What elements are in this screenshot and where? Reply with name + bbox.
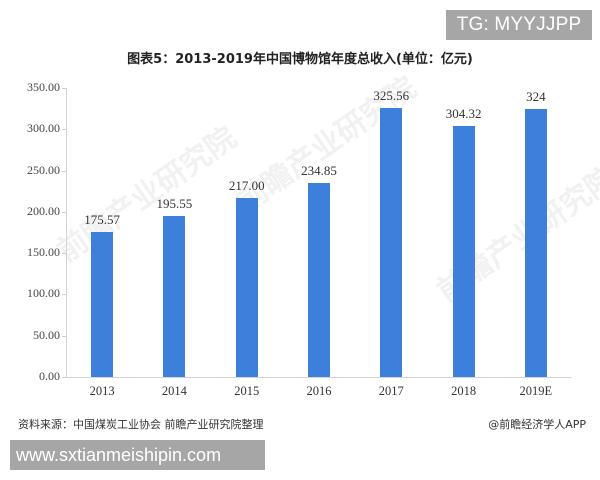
tg-watermark-badge: TG: MYYJJPP [446,10,592,40]
y-tick-mark [62,170,66,172]
bar-chart: 前瞻产业研究院 前瞻产业研究院 前瞻产业研究院 0.00 50.00 100.00 1… [27,70,600,398]
y-tick-mark [62,335,66,337]
x-tick-label: 2014 [161,384,187,398]
bar-value-label: 195.55 [156,195,193,211]
y-tick-mark [62,88,66,89]
bar-value-label: 234.85 [301,163,337,179]
bar-value-label: 175.57 [84,212,121,228]
x-tick-label: 2019E [519,384,553,398]
y-tick-label: 150.00 [27,245,60,260]
bar-2016 [308,183,330,377]
y-tick-label: 200.00 [27,203,60,218]
bar-value-label: 304.32 [445,105,482,121]
x-axis [66,377,572,378]
x-tick-label: 2016 [306,384,332,398]
x-tick-label: 2013 [89,384,115,398]
bar-2013 [91,232,114,377]
y-tick-label: 250.00 [27,162,60,177]
x-tick-label: 2017 [378,384,404,398]
bar-value-label: 324 [526,89,546,105]
y-axis [66,88,67,378]
url-watermark-badge: www.sxtianmeishipin.com [10,440,265,470]
x-tick-label: 2018 [451,384,477,398]
y-tick-mark [62,294,66,296]
y-tick-label: 300.00 [27,121,60,136]
y-tick-mark [62,377,66,378]
y-tick-label: 0.00 [39,369,60,383]
bar-2019E [524,109,547,377]
x-tick-label: 2015 [234,384,260,398]
bar-value-label: 217.00 [228,177,265,193]
bar-2014 [163,215,186,377]
source-note: 资料来源：中国煤炭工业协会 前瞻产业研究院整理 [18,418,264,431]
y-tick-label: 350.00 [27,80,60,94]
y-tick-mark [62,129,66,131]
y-tick-label: 100.00 [27,286,60,301]
bar-value-label: 325.56 [373,88,410,104]
y-tick-mark [62,253,66,255]
bar-2017 [380,108,403,377]
bar-2018 [452,125,475,377]
bar-2015 [235,197,258,377]
chart-title: 图表5：2013-2019年中国博物馆年度总收入(单位：亿元) [127,52,473,67]
credit-note: @前瞻经济学人APP [488,418,586,431]
y-tick-label: 50.00 [33,327,60,342]
y-tick-mark [62,211,66,213]
